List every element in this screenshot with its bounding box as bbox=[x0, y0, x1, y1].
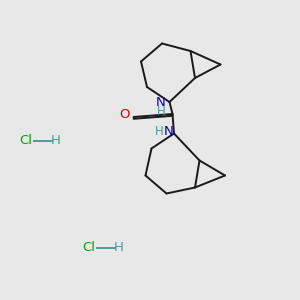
Text: O: O bbox=[119, 108, 130, 121]
Text: Cl: Cl bbox=[82, 241, 95, 254]
Text: H: H bbox=[157, 105, 166, 118]
Text: H: H bbox=[154, 124, 164, 138]
Text: H: H bbox=[114, 241, 123, 254]
Text: Cl: Cl bbox=[19, 134, 32, 148]
Text: H: H bbox=[51, 134, 60, 148]
Text: N: N bbox=[156, 95, 166, 109]
Text: N: N bbox=[164, 124, 173, 138]
